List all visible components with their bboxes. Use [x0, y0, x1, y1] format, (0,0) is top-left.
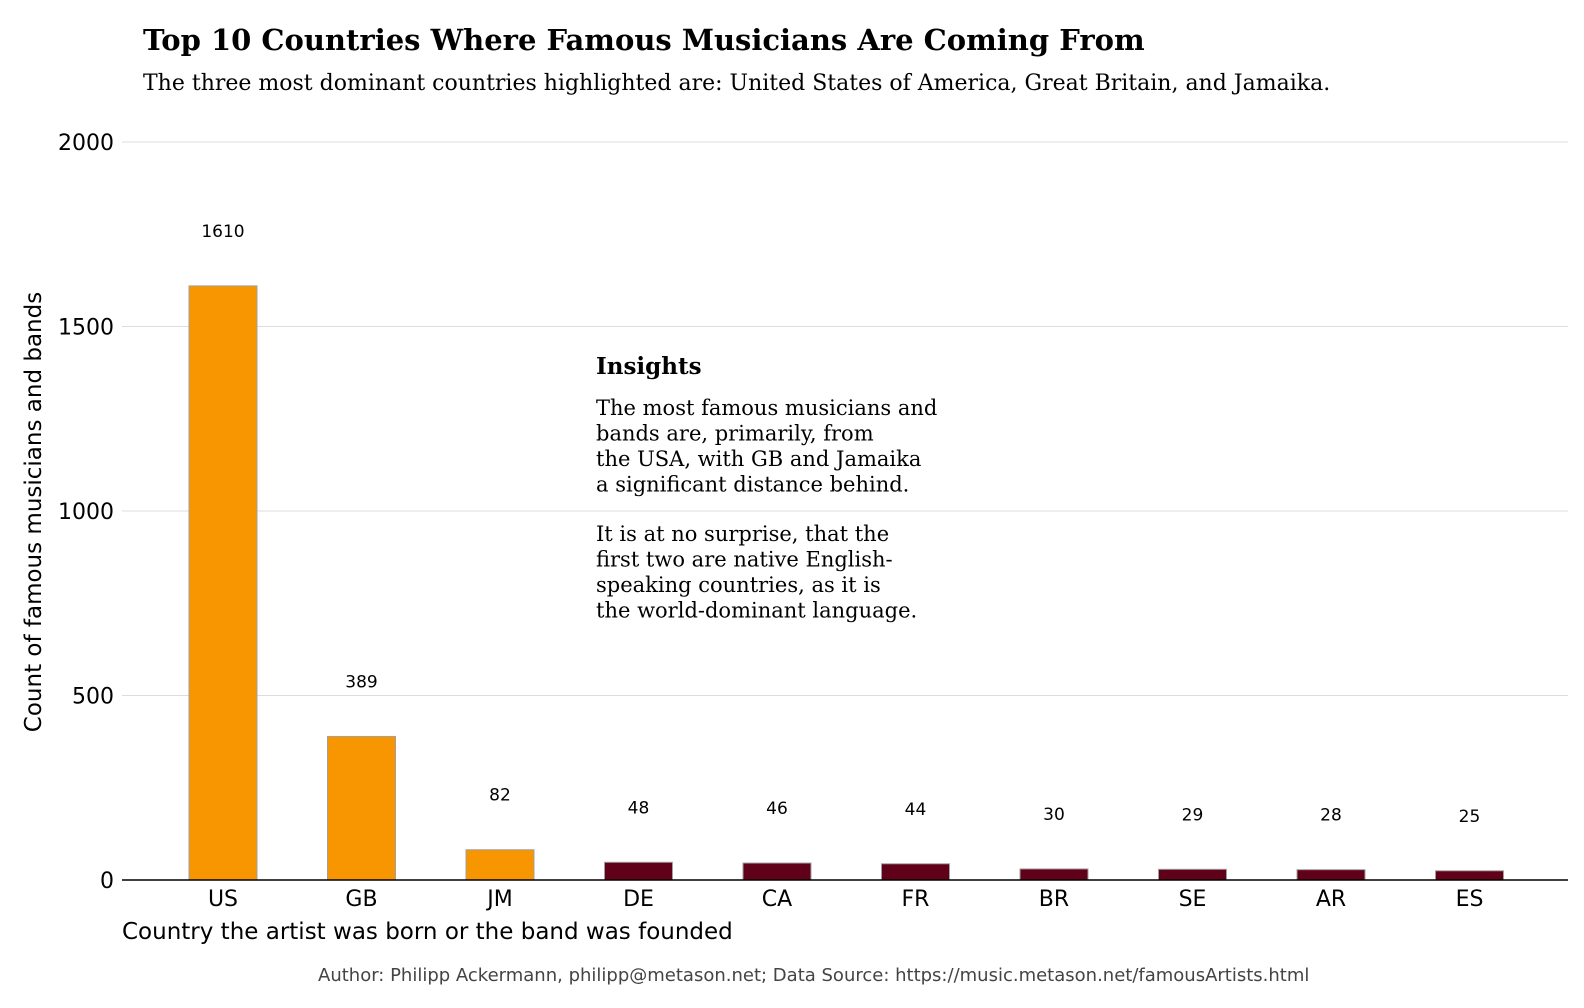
- bar-jm: [466, 850, 534, 880]
- y-tick-label: 2000: [58, 131, 114, 156]
- y-tick-label: 1000: [58, 500, 114, 525]
- x-tick-label-br: BR: [1039, 887, 1069, 912]
- bar-ar: [1297, 870, 1365, 880]
- data-label-us: 1610: [201, 222, 244, 242]
- bar-de: [605, 862, 673, 880]
- x-tick-label-us: US: [208, 887, 238, 912]
- y-axis-ticks: 0 500 1000 1500 2000: [58, 131, 114, 894]
- insights-text-line: speaking countries, as it is: [596, 573, 881, 597]
- x-tick-label-ca: CA: [762, 887, 792, 912]
- x-tick-label-de: DE: [623, 887, 654, 912]
- insights-text-line: first two are native English-: [596, 548, 893, 572]
- x-tick-label-es: ES: [1456, 887, 1484, 912]
- insights-text-line: It is at no surprise, that the: [596, 522, 889, 546]
- footer-credits: Author: Philipp Ackermann, philipp@metas…: [318, 965, 1309, 986]
- x-tick-label-se: SE: [1179, 887, 1207, 912]
- insights-title: Insights: [596, 353, 702, 380]
- data-label-fr: 44: [905, 800, 927, 820]
- bar-br: [1020, 869, 1088, 880]
- x-tick-label-ar: AR: [1316, 887, 1346, 912]
- insights-text-line: The most famous musicians and: [596, 396, 937, 420]
- bar-us: [189, 286, 257, 880]
- insights-text-line: a significant distance behind.: [596, 473, 909, 497]
- x-axis-label: Country the artist was born or the band …: [122, 919, 733, 945]
- y-tick-label: 1500: [58, 316, 114, 341]
- chart-title: Top 10 Countries Where Famous Musicians …: [143, 23, 1145, 57]
- bar-es: [1436, 871, 1504, 880]
- x-axis-ticks: US GB JM DE CA FR BR SE AR ES: [208, 887, 1483, 912]
- data-label-se: 29: [1182, 805, 1204, 825]
- bar-gb: [328, 736, 396, 880]
- y-axis-label: Count of famous musicians and bands: [21, 292, 47, 732]
- data-label-br: 30: [1043, 805, 1065, 825]
- data-label-ca: 46: [766, 799, 788, 819]
- bar-ca: [743, 863, 811, 880]
- data-label-es: 25: [1459, 807, 1481, 827]
- x-tick-label-jm: JM: [485, 887, 512, 912]
- y-tick-label: 0: [100, 869, 114, 894]
- data-label-jm: 82: [489, 786, 511, 806]
- x-tick-label-fr: FR: [902, 887, 930, 912]
- x-tick-label-gb: GB: [345, 887, 377, 912]
- insights-text-line: the USA, with GB and Jamaika: [596, 447, 921, 471]
- bar-se: [1159, 869, 1227, 880]
- insights-text-line: bands are, primarily, from: [596, 422, 874, 446]
- insights-annotation: Insights The most famous musicians andba…: [596, 353, 937, 623]
- data-label-de: 48: [628, 798, 650, 818]
- data-label-gb: 389: [345, 672, 377, 692]
- y-tick-label: 500: [72, 685, 114, 710]
- data-label-ar: 28: [1320, 806, 1342, 826]
- chart-subtitle: The three most dominant countries highli…: [143, 71, 1330, 96]
- insights-text-line: the world-dominant language.: [596, 599, 917, 623]
- bar-fr: [882, 864, 950, 880]
